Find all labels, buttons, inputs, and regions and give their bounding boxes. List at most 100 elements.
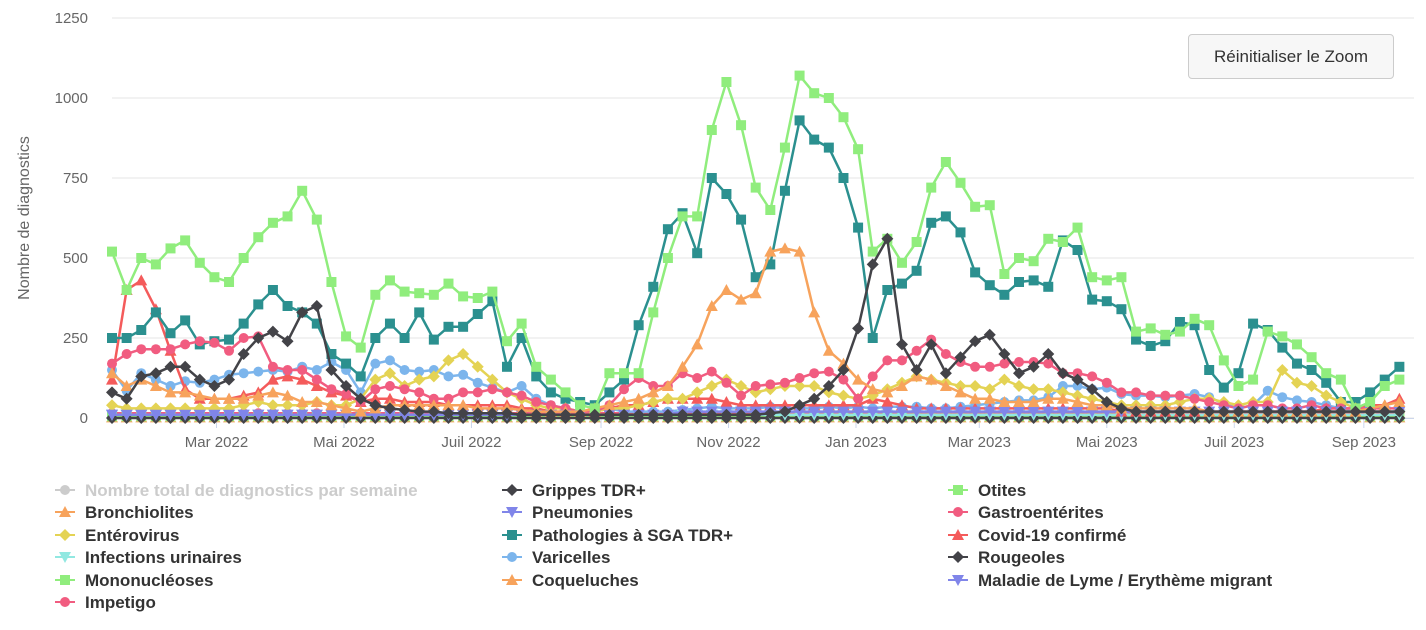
data-point[interactable] [765,379,776,390]
data-point[interactable] [296,306,309,319]
data-point[interactable] [1043,233,1054,244]
data-point[interactable] [1262,385,1273,396]
data-point[interactable] [866,406,879,418]
data-point[interactable] [224,345,235,356]
data-point[interactable] [252,389,265,401]
data-point[interactable] [281,409,294,421]
data-point[interactable] [837,364,850,376]
data-point[interactable] [238,368,249,379]
data-point[interactable] [135,370,148,383]
data-point[interactable] [823,366,834,377]
data-point[interactable] [297,365,308,375]
data-point[interactable] [355,371,366,382]
data-point[interactable] [676,360,689,372]
data-point[interactable] [984,361,995,372]
data-point[interactable] [735,408,748,421]
data-point[interactable] [1131,334,1142,345]
data-point[interactable] [969,380,982,392]
data-point[interactable] [427,399,440,411]
data-point[interactable] [237,409,250,421]
data-point[interactable] [310,409,323,421]
data-point[interactable] [691,386,704,399]
data-point[interactable] [252,409,265,421]
data-point[interactable] [471,407,484,420]
data-point[interactable] [676,392,689,405]
data-point[interactable] [1291,395,1302,406]
data-point[interactable] [749,287,762,299]
legend-item[interactable]: Maladie de Lyme / Erythème migrant [948,571,1272,590]
data-point[interactable] [457,348,470,360]
data-point[interactable] [896,257,907,268]
data-point[interactable] [619,368,630,379]
data-point[interactable] [1217,405,1230,418]
data-point[interactable] [296,409,309,421]
data-point[interactable] [384,381,395,391]
data-point[interactable] [895,406,908,418]
data-point[interactable] [1056,406,1069,418]
data-point[interactable] [1174,390,1185,401]
data-point[interactable] [1290,405,1303,418]
legend-item[interactable]: Nombre total de diagnostics par semaine [55,481,418,500]
data-point[interactable] [648,307,659,318]
data-point[interactable] [1365,387,1376,398]
data-point[interactable] [458,321,469,332]
data-point[interactable] [516,333,527,343]
data-point[interactable] [999,358,1010,369]
data-point[interactable] [135,274,148,286]
data-point[interactable] [1349,405,1362,418]
data-point[interactable] [1071,389,1084,402]
legend-item[interactable]: Otites [948,481,1026,500]
data-point[interactable] [1248,374,1259,385]
data-point[interactable] [193,389,206,401]
data-point[interactable] [1204,320,1215,331]
data-point[interactable] [794,373,805,383]
data-point[interactable] [954,386,967,398]
data-point[interactable] [1364,405,1377,418]
data-point[interactable] [266,373,279,385]
data-point[interactable] [384,318,395,329]
data-point[interactable] [471,360,484,373]
data-point[interactable] [1394,361,1405,372]
data-point[interactable] [501,387,512,398]
data-point[interactable] [925,406,938,418]
data-point[interactable] [383,367,396,380]
data-point[interactable] [662,253,673,263]
data-point[interactable] [867,246,878,257]
data-point[interactable] [136,344,147,355]
data-point[interactable] [1379,381,1390,391]
data-point[interactable] [165,243,176,254]
data-point[interactable] [1014,357,1025,367]
data-point[interactable] [983,383,996,396]
data-point[interactable] [383,409,396,421]
data-point[interactable] [1379,374,1390,385]
data-point[interactable] [179,386,192,398]
data-point[interactable] [808,380,821,392]
data-point[interactable] [545,400,556,411]
data-point[interactable] [472,387,483,398]
data-point[interactable] [136,325,147,335]
data-point[interactable] [618,408,631,421]
data-point[interactable] [632,392,645,404]
data-point[interactable] [619,384,630,395]
data-point[interactable] [1145,323,1156,334]
data-point[interactable] [911,237,922,247]
data-point[interactable] [399,286,410,297]
data-point[interactable] [808,392,821,405]
data-point[interactable] [970,201,981,212]
data-point[interactable] [632,408,645,421]
data-point[interactable] [1204,365,1215,375]
data-point[interactable] [1027,360,1040,373]
data-point[interactable] [1261,405,1274,418]
data-point[interactable] [1087,371,1098,382]
data-point[interactable] [1160,390,1171,401]
data-point[interactable] [1334,405,1347,418]
data-point[interactable] [223,409,236,421]
data-point[interactable] [384,275,395,286]
data-point[interactable] [121,285,132,295]
data-point[interactable] [559,408,572,421]
data-point[interactable] [661,408,674,421]
data-point[interactable] [208,380,221,392]
data-point[interactable] [516,381,527,391]
data-point[interactable] [1277,342,1288,353]
data-point[interactable] [531,371,542,382]
